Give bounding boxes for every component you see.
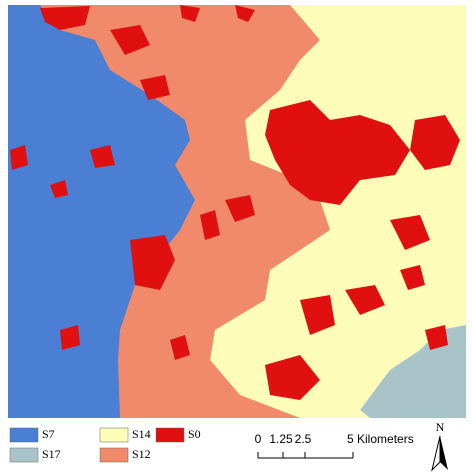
s7-region xyxy=(8,5,195,418)
north-label: N xyxy=(436,420,445,434)
legend-label: S12 xyxy=(132,447,151,461)
legend-swatch xyxy=(99,427,129,443)
legend-swatch xyxy=(99,447,129,463)
legend-label: S14 xyxy=(132,427,151,441)
s14-region xyxy=(210,5,466,418)
legend-label: S7 xyxy=(42,427,55,441)
s17-region xyxy=(360,325,466,418)
legend-label: S0 xyxy=(188,427,201,441)
scale-label: 5 Kilometers xyxy=(347,432,414,446)
legend-label: S17 xyxy=(42,447,61,461)
scale-bar: 0 1.25 2.5 5 Kilometers xyxy=(255,432,414,459)
s0-patches xyxy=(10,5,460,400)
legend: S7 S14 S0 S17 S12 xyxy=(9,427,201,463)
legend-swatch xyxy=(9,427,39,443)
north-arrow: N xyxy=(431,420,448,472)
scale-label: 0 xyxy=(255,432,262,446)
legend-swatch xyxy=(9,447,39,463)
map-body xyxy=(8,5,466,418)
scale-label: 2.5 xyxy=(295,432,312,446)
legend-swatch xyxy=(155,427,185,443)
scale-label: 1.25 xyxy=(269,432,293,446)
